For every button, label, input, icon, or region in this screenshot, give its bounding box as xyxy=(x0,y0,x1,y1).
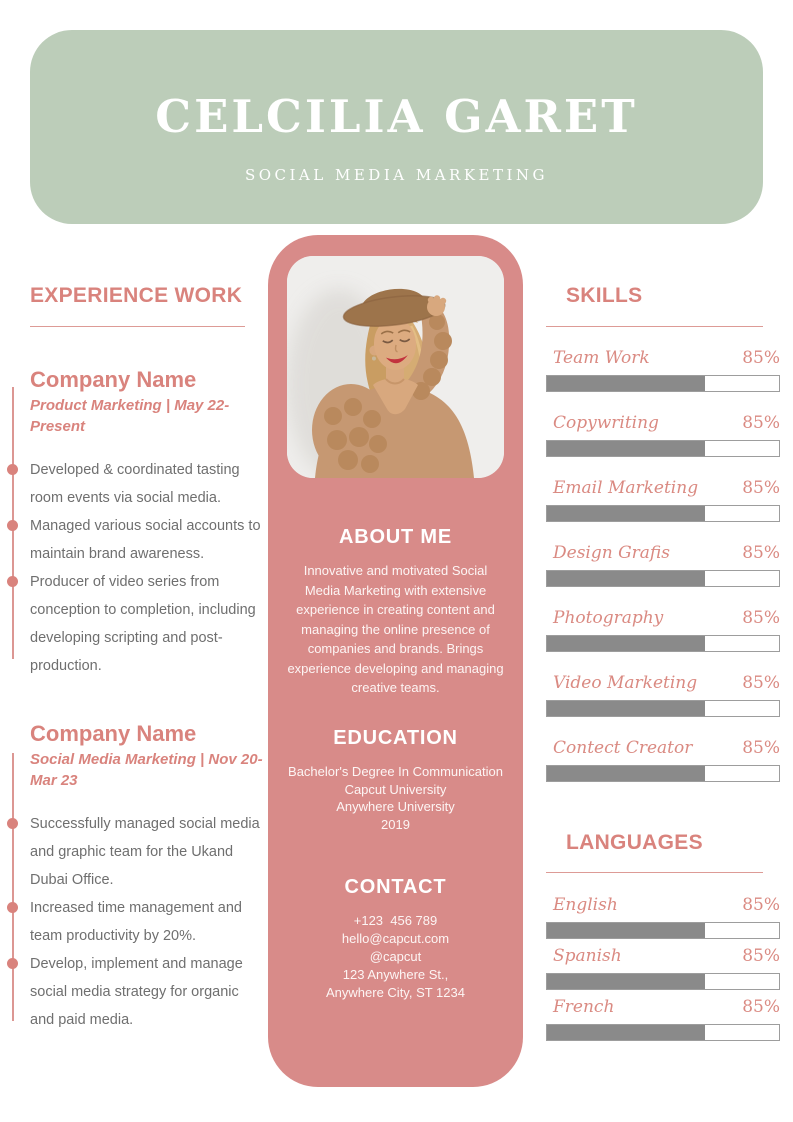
skill-percent: 85% xyxy=(742,608,780,628)
skill-label: Contect Creator xyxy=(553,738,693,758)
education-line: 2019 xyxy=(381,816,410,832)
portrait-photo xyxy=(287,256,504,478)
job-bullet: Successfully managed social media and gr… xyxy=(7,810,265,894)
language-percent: 85% xyxy=(742,997,780,1017)
contact-lines: +123 456 789 hello@capcut.com @capcut 123 A… xyxy=(276,912,515,1002)
language-percent: 85% xyxy=(742,895,780,915)
education-line: Anywhere University xyxy=(336,799,455,814)
skill-label: Video Marketing xyxy=(553,673,698,693)
skills-list: Team Work 85% Copywriting 85% Email Marketin… xyxy=(546,347,780,802)
skill-bar xyxy=(546,765,780,782)
job-bullet-list: Successfully managed social media and gr… xyxy=(7,810,265,1034)
language-percent: 85% xyxy=(742,946,780,966)
skill-bar xyxy=(546,700,780,717)
contact-line: +123 456 789 xyxy=(353,913,438,928)
contact-heading: CONTACT xyxy=(344,876,447,898)
skill-percent: 85% xyxy=(742,413,780,433)
skill-percent: 85% xyxy=(742,478,780,498)
skill-percent: 85% xyxy=(742,738,780,758)
education-line: Capcut University xyxy=(344,781,447,797)
experience-heading: EXPERIENCE WORK xyxy=(30,284,243,307)
language-bar xyxy=(546,1024,780,1041)
job-title-dates: Social Media Marketing | Nov 20-Mar 23 xyxy=(30,751,263,790)
about-heading: ABOUT ME xyxy=(338,526,453,548)
contact-line: Anywhere City, ST 1234 xyxy=(326,985,465,1000)
language-bar xyxy=(546,973,780,990)
skill-bar xyxy=(546,505,780,522)
education-heading: EDUCATION xyxy=(333,727,458,749)
skill-item: Team Work 85% xyxy=(546,347,780,392)
language-item: English 85% xyxy=(546,894,780,939)
education-line: Bachelor's Degree In Communication xyxy=(288,764,503,779)
skill-percent: 85% xyxy=(742,348,780,368)
profile-card: ABOUT ME Innovative and motivated Social… xyxy=(268,235,523,1087)
languages-list: English 85% Spanish 85% French 85% xyxy=(546,894,780,1047)
company-name: Company Name xyxy=(30,721,197,746)
skill-bar-fill xyxy=(547,506,705,521)
language-label: English xyxy=(553,895,618,915)
language-bar-fill xyxy=(547,974,705,989)
job-bullet: Develop, implement and manage social med… xyxy=(7,950,265,1034)
header-banner: CELCILIA GARET SOCIAL MEDIA MARKETING xyxy=(30,30,763,224)
language-label: French xyxy=(553,997,615,1017)
job-bullet: Producer of video series from conception… xyxy=(7,568,265,680)
skills-divider xyxy=(546,326,763,327)
company-name: Company Name xyxy=(30,367,197,392)
skill-bar xyxy=(546,635,780,652)
skill-bar-fill xyxy=(547,636,705,651)
skill-bar xyxy=(546,375,780,392)
skill-bar xyxy=(546,570,780,587)
skill-label: Design Grafis xyxy=(553,543,670,563)
language-item: Spanish 85% xyxy=(546,945,780,990)
about-text: Innovative and motivated Social Media Ma… xyxy=(287,563,504,695)
skill-item: Design Grafis 85% xyxy=(546,542,780,587)
skill-label: Email Marketing xyxy=(553,478,699,498)
skill-percent: 85% xyxy=(742,543,780,563)
skill-bar-fill xyxy=(547,376,705,391)
skill-bar-fill xyxy=(547,766,705,781)
language-bar xyxy=(546,922,780,939)
skill-item: Email Marketing 85% xyxy=(546,477,780,522)
experience-job-1: Company Name Product Marketing | May 22-… xyxy=(7,367,265,680)
skill-bar xyxy=(546,440,780,457)
contact-line: 123 Anywhere St., xyxy=(342,967,449,982)
skill-item: Contect Creator 85% xyxy=(546,737,780,782)
skill-label: Team Work xyxy=(553,348,650,368)
skill-item: Copywriting 85% xyxy=(546,412,780,457)
education-lines: Bachelor's Degree In Communication Capcut… xyxy=(276,763,515,833)
skill-item: Video Marketing 85% xyxy=(546,672,780,717)
languages-heading: LANGUAGES xyxy=(566,831,703,854)
language-bar-fill xyxy=(547,1025,705,1040)
language-item: French 85% xyxy=(546,996,780,1041)
person-name: CELCILIA GARET xyxy=(155,90,638,143)
skills-heading: SKILLS xyxy=(566,284,643,307)
experience-job-2: Company Name Social Media Marketing | No… xyxy=(7,721,265,1034)
skill-bar-fill xyxy=(547,571,705,586)
timeline-line xyxy=(11,753,14,1021)
person-role: SOCIAL MEDIA MARKETING xyxy=(244,166,549,184)
skill-label: Copywriting xyxy=(553,413,659,433)
languages-divider xyxy=(546,872,763,873)
skill-item: Photography 85% xyxy=(546,607,780,652)
job-bullet: Developed & coordinated tasting room eve… xyxy=(7,456,265,512)
job-bullet: Managed various social accounts to maint… xyxy=(7,512,265,568)
language-label: Spanish xyxy=(553,946,622,966)
experience-divider xyxy=(30,326,245,327)
job-bullet-list: Developed & coordinated tasting room eve… xyxy=(7,456,265,680)
skill-label: Photography xyxy=(553,608,664,628)
skill-bar-fill xyxy=(547,701,705,716)
job-bullet: Increased time management and team produ… xyxy=(7,894,265,950)
skill-bar-fill xyxy=(547,441,705,456)
skill-percent: 85% xyxy=(742,673,780,693)
language-bar-fill xyxy=(547,923,705,938)
contact-line: @capcut xyxy=(369,949,422,964)
contact-line: hello@capcut.com xyxy=(341,931,450,946)
job-title-dates: Product Marketing | May 22-Present xyxy=(30,397,230,436)
